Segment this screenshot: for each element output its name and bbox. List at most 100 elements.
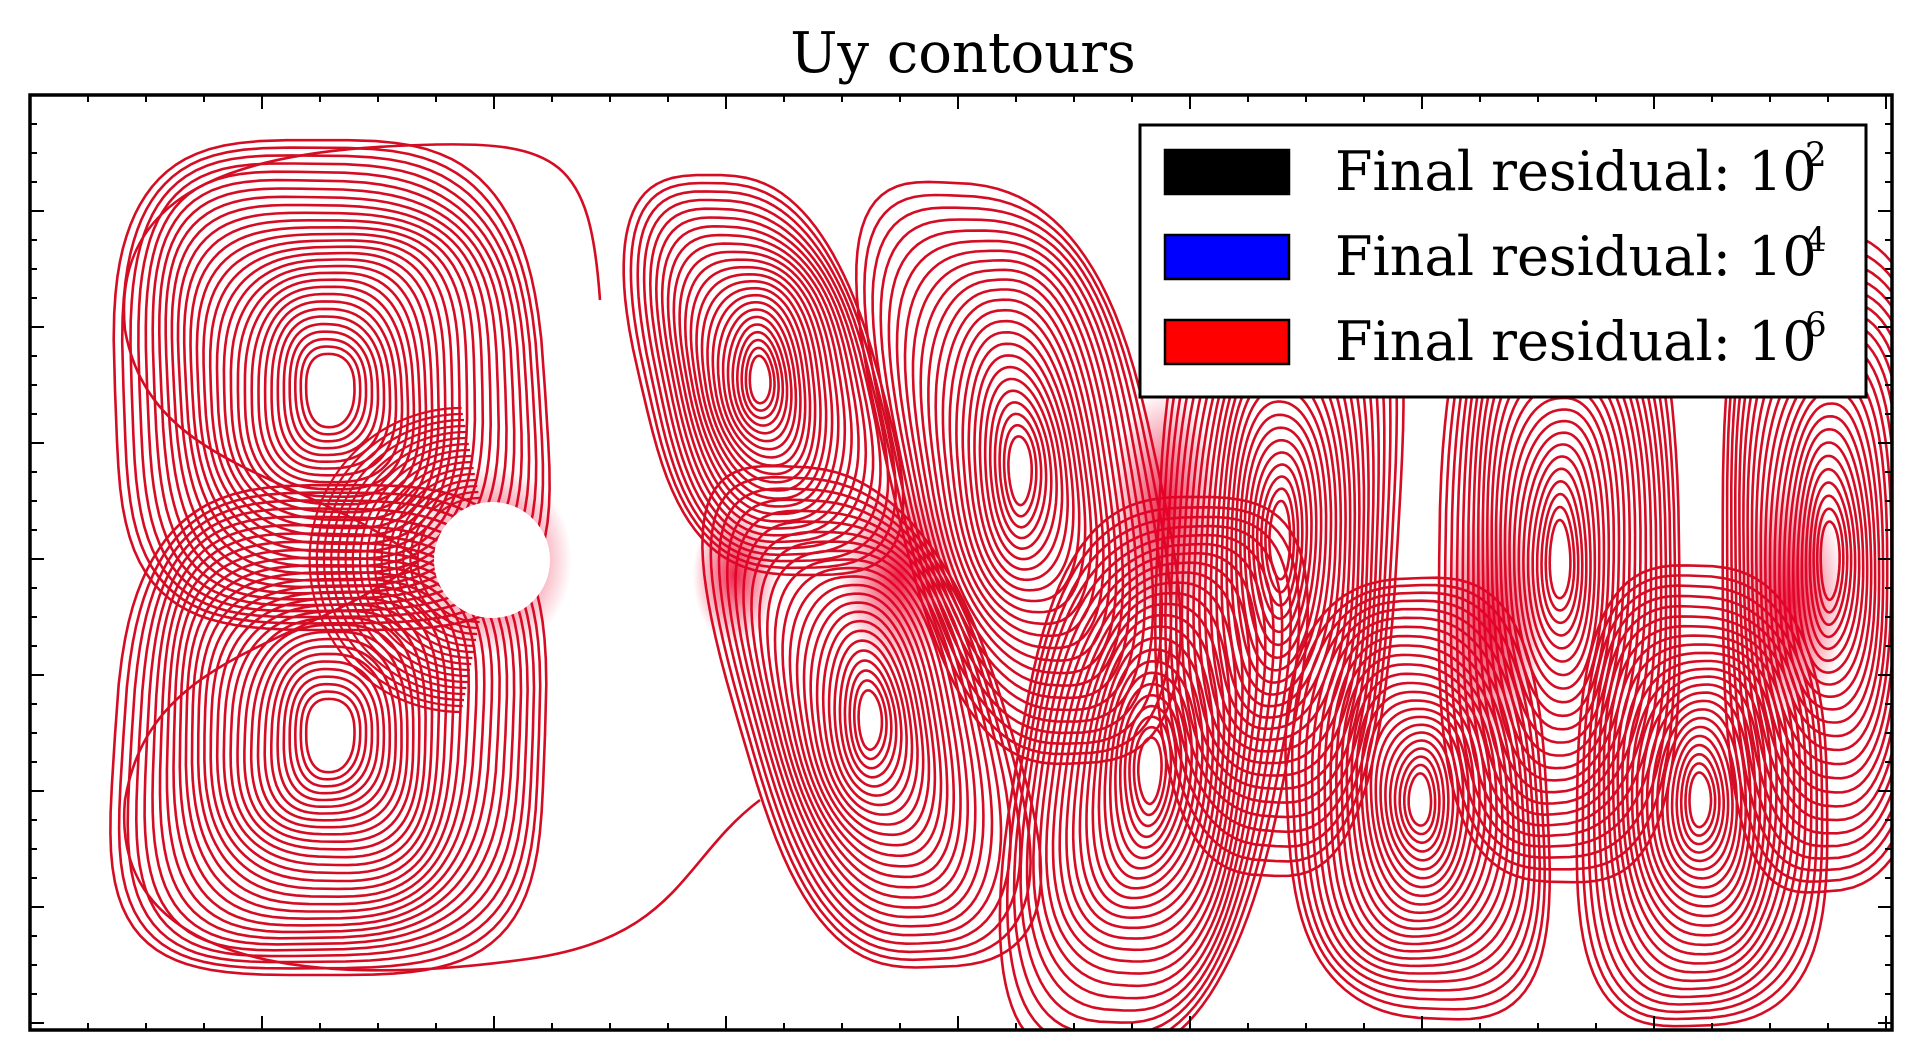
cylinder-wrap-contour [387, 472, 475, 648]
outer-envelope-contour [122, 558, 761, 972]
wake-lobe-6-contour [1398, 755, 1441, 844]
upstream-lower-lobe-contour [270, 652, 392, 815]
upstream-lower-lobe-contour [299, 690, 362, 781]
cylinder-wrap-contour [366, 454, 472, 666]
wake-lobe-1-contour [678, 250, 840, 516]
wake-lobe-4-contour [1025, 533, 1275, 1012]
upstream-lower-lobe-contour [236, 616, 421, 851]
upstream-upper-lobe-contour [222, 258, 434, 522]
wake-lobe-1-contour [655, 216, 868, 544]
cylinder-wrap-contour [358, 448, 471, 672]
wake-lobe-8-contour [1645, 691, 1752, 908]
upstream-upper-lobe-contour [288, 330, 374, 450]
upstream-upper-lobe-contour [257, 292, 404, 484]
cylinder-wrap-contour [308, 406, 462, 714]
legend-label: Final residual: 10 [1335, 225, 1817, 288]
wake-lobe-9-contour [1725, 243, 1892, 883]
upstream-upper-lobe-contour [282, 322, 380, 457]
vortex-core-band [693, 505, 777, 645]
wake-lobe-7-contour [1544, 505, 1576, 612]
vortex-core-band [1110, 390, 1220, 630]
cylinder-wrap-contour [344, 436, 468, 684]
wake-lobe-8-contour [1684, 762, 1717, 837]
cylinder-wrap-contour [330, 424, 466, 696]
wake-lobe-5-contour [1243, 426, 1318, 659]
upstream-upper-lobe-contour [215, 251, 440, 530]
wake-lobe-3-contour [988, 389, 1053, 550]
upstream-lower-lobe-contour [243, 623, 415, 843]
axis-ticks [30, 95, 1892, 1030]
wake-lobe-4-contour [998, 495, 1309, 1030]
wake-lobe-1-contour [744, 346, 776, 412]
wake-lobe-1-contour [731, 323, 789, 435]
plot-frame [28, 93, 1894, 1032]
upstream-lower-lobe-contour [304, 697, 356, 774]
upstream-lower-lobe-contour [294, 682, 368, 788]
wake-lobe-7-contour [1535, 480, 1584, 637]
cylinder-wrap-contour [394, 478, 477, 642]
cylinder-wrap-contour [337, 430, 467, 690]
wake-lobe-1-contour [748, 354, 772, 405]
vortex-core-band [1735, 480, 1845, 720]
wake-lobe-8-contour [1679, 753, 1721, 846]
wake-lobe-6-contour [1393, 747, 1446, 853]
wake-lobe-1-contour [706, 286, 812, 476]
upstream-lower-lobe-contour [256, 637, 403, 829]
legend-swatch [1163, 233, 1291, 281]
upstream-lower-lobe-contour [222, 603, 434, 867]
cylinder-wrap-contour [315, 412, 463, 708]
wake-lobe-1-contour [716, 301, 802, 459]
wake-lobe-1-contour [736, 330, 785, 427]
wake-lobe-8-contour [1688, 771, 1713, 829]
wake-lobe-5-contour [1239, 413, 1323, 672]
wake-lobe-9-contour [1721, 228, 1892, 894]
cylinder-wrap-contour [322, 418, 465, 702]
wake-lobe-9-contour [1730, 258, 1892, 872]
wake-lobe-3-contour [973, 354, 1069, 582]
legend-swatch [1163, 148, 1291, 196]
upstream-lower-lobe-contour [263, 645, 397, 822]
wake-lobe-5-contour [1264, 487, 1296, 594]
wake-lobe-5-contour [1251, 451, 1309, 634]
cylinder-wrap-contour [351, 442, 469, 678]
wake-lobe-3-contour [983, 377, 1058, 561]
wake-lobe-4-contour [1132, 725, 1168, 817]
wake-lobe-6-contour [1384, 731, 1455, 871]
wake-lobe-5-contour [1234, 400, 1328, 684]
wake-lobe-6-contour [1369, 707, 1470, 898]
wake-lobe-2-contour [843, 659, 898, 779]
legend-label: Final residual: 10 [1335, 310, 1817, 373]
wake-lobe-6-contour [1379, 723, 1460, 880]
wake-lobe-2-contour [853, 679, 888, 761]
upstream-upper-lobe-contour [202, 239, 454, 546]
legend-exponent: 2 [1805, 135, 1827, 175]
upstream-lower-lobe-contour [288, 675, 374, 795]
upstream-lower-lobe-contour [276, 660, 386, 808]
wake-lobe-6-contour [1403, 763, 1437, 836]
upstream-lower-lobe-contour [229, 609, 427, 859]
upstream-lower-lobe-contour [282, 667, 380, 802]
wake-lobe-1-contour [711, 293, 807, 467]
wake-lobe-5-contour [1247, 439, 1313, 647]
wake-lobe-1-contour [726, 315, 793, 443]
wake-lobe-3-contour [993, 401, 1048, 540]
wake-lobe-3-contour [961, 331, 1081, 603]
wake-lobe-1-contour [721, 308, 798, 451]
wake-lobe-8-contour [1625, 659, 1773, 947]
wake-lobe-4-contour [1137, 736, 1163, 806]
wake-lobe-4-contour [1108, 671, 1193, 870]
cylinder-wrap-contour [409, 490, 479, 630]
wake-lobe-3-contour [998, 412, 1043, 529]
wake-lobe-4-contour [1128, 715, 1173, 828]
upstream-upper-lobe-contour [294, 337, 368, 443]
legend-exponent: 4 [1805, 220, 1827, 260]
wake-lobe-3-contour [911, 259, 1125, 687]
wake-lobe-1-contour [700, 280, 817, 484]
wake-lobe-3-contour [948, 308, 1093, 626]
wake-lobe-4-contour [1114, 682, 1188, 860]
wake-lobe-8-contour [1630, 667, 1767, 937]
wake-lobe-5-contour [1255, 463, 1304, 620]
wake-lobe-8-contour [1666, 725, 1734, 871]
